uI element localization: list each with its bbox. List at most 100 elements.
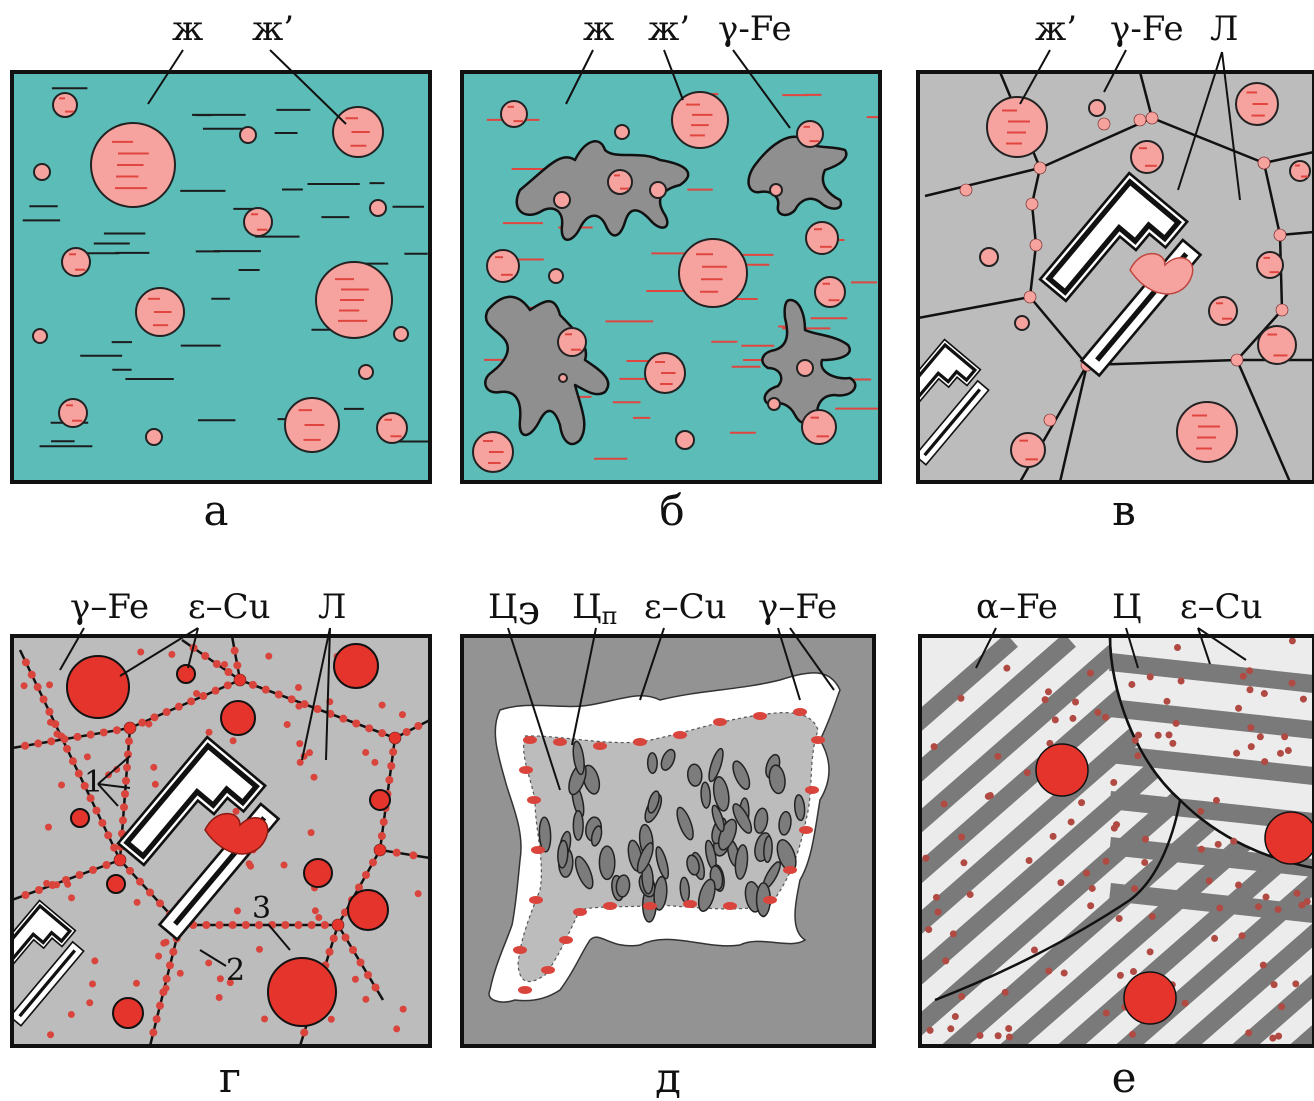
panel-g-boundary-cu-particle	[230, 646, 239, 655]
panel-d-frame	[460, 634, 876, 1048]
panel-e-cu-particle	[1146, 948, 1154, 956]
panel-g-boundary-cu-particle	[174, 702, 183, 711]
panel-e-leader-copper-1	[1197, 627, 1211, 665]
panel-g-cu-particle	[303, 858, 333, 888]
panel-d-cu-particle	[513, 946, 527, 954]
panel-d-austenite-inclusion	[793, 794, 806, 822]
panel-b-liquid2-droplet	[675, 430, 695, 450]
panel-e-cu-particle	[1102, 713, 1110, 721]
panel-d-austenite-inclusion	[711, 804, 725, 833]
panel-e-cu-particle	[1110, 824, 1118, 832]
panel-g-boundary-cu-particle	[89, 866, 97, 874]
panel-g-cu-particle	[70, 808, 90, 828]
panel-d-label-cem-e: Цэ	[488, 587, 540, 634]
panel-g-boundary-cu-particle	[201, 652, 210, 660]
panel-v-boundary-droplet	[1257, 156, 1271, 170]
panel-g-number-2: 2	[226, 953, 245, 988]
panel-e-label-copper: ε–Cu	[1180, 587, 1263, 627]
panel-d-cu-particle	[713, 718, 727, 726]
panel-g-intragranular-cu	[150, 763, 158, 771]
panel-g-boundary-cu-particle	[371, 983, 380, 992]
panel-g-boundary-cu-particle	[125, 737, 133, 746]
panel-g-intragranular-cu	[91, 957, 99, 965]
panel-e-cu-particle	[1293, 889, 1301, 897]
panel-e-cementite-plate	[1172, 922, 1314, 1046]
panel-d-austenite-inclusion	[598, 845, 616, 881]
panel-g-boundary-cu-particle	[274, 690, 283, 699]
panel-v-liquid2-droplet	[1088, 99, 1106, 117]
panel-g-boundary-cu-particle	[379, 818, 388, 826]
panel-g-boundary-cu-particle	[73, 732, 82, 741]
panel-g-boundary-cu-particle	[199, 692, 208, 700]
panel-e-cu-particle	[1259, 961, 1267, 969]
panel-e-cementite-plate	[998, 769, 1314, 1046]
panel-d-austenite-inclusion	[538, 816, 552, 853]
panel-v-liquid2-droplet	[1208, 296, 1238, 326]
panel-b-liquid2-droplet	[553, 191, 571, 209]
panel-v-austenite-background	[916, 70, 1314, 484]
panel-g-boundary-cu-particle	[255, 921, 263, 929]
panel-d-cu-particle	[683, 900, 697, 908]
panel-e-cu-particle	[1128, 1030, 1136, 1038]
panel-e-leader-cementite	[1125, 627, 1139, 669]
panel-g-intragranular-cu	[53, 730, 61, 738]
panel-e-cu-particle	[1256, 733, 1264, 741]
panel-e-cu-particle	[1067, 818, 1075, 826]
panel-g-boundary-cu-particle	[27, 670, 36, 679]
panel-g-boundary-cu-particle	[202, 921, 211, 929]
panel-g-intragranular-cu	[137, 648, 145, 656]
panel-g-boundary-cu-particle	[156, 1001, 164, 1010]
panel-v-boundary-droplet	[1029, 238, 1043, 252]
panel-d-austenite-inclusion	[686, 854, 700, 876]
panel-g-boundary-cu-particle	[187, 697, 196, 706]
panel-g-intragranular-cu	[398, 711, 406, 719]
panel-e-cu-particle	[1246, 667, 1254, 675]
panel-e-cu-particle	[1172, 719, 1180, 727]
panel-e-cu-particle	[1163, 697, 1171, 705]
panel-e-cu-particle	[1245, 1029, 1253, 1037]
panel-g-cu-particle	[369, 789, 391, 811]
panel-g-grain-boundary	[394, 718, 430, 740]
panel-g-boundary-cu-particle	[21, 658, 30, 667]
panel-e-cu-particle	[1216, 904, 1224, 912]
panel-d-label-austenite: γ–Fe	[758, 587, 837, 627]
panel-e-cu-particle	[922, 854, 930, 862]
panel-v-grain-boundary	[1138, 72, 1154, 119]
panel-v-caption: в	[1112, 486, 1136, 535]
panel-g-cu-particle	[267, 957, 337, 1027]
panel-g-cu-particle	[66, 655, 130, 719]
panel-d-austenite-inclusion	[768, 764, 786, 795]
panel-g-intragranular-cu	[162, 984, 170, 992]
panel-g-intragranular-cu	[64, 880, 72, 888]
panel-a-liquid2-droplet	[61, 247, 91, 277]
panel-g-leader-3	[267, 923, 291, 951]
panel-g-intragranular-cu	[215, 994, 223, 1002]
panel-b-liquid2-droplet	[805, 221, 839, 255]
panel-g-boundary-cu-particle	[92, 806, 101, 815]
panel-g-grain-boundary	[129, 678, 241, 730]
panel-g-boundary-cu-particle	[362, 871, 370, 879]
panel-g-boundary-cu-particle	[389, 748, 398, 756]
panel-g-intragranular-cu	[221, 660, 229, 668]
panel-e-cementite-plate	[920, 636, 1076, 784]
panel-g-ledeburite-bar-core	[18, 949, 77, 1018]
panel-g-junction-cu	[331, 918, 345, 932]
panel-g-intragranular-cu	[176, 969, 184, 977]
panel-d-austenite-inclusion	[574, 855, 594, 890]
panel-v-label-ledeburite: Л	[1210, 9, 1238, 49]
panel-e-grain-boundary	[934, 799, 1182, 1002]
panel-d-austenite-inclusion	[732, 760, 751, 790]
panel-b-liquid2-droplet	[767, 397, 781, 411]
panel-v-boundary-droplet	[1275, 303, 1289, 317]
panel-e-cementite-plate	[1109, 699, 1314, 739]
panel-e-large-cu-particle	[1264, 811, 1314, 865]
panel-g-boundary-cu-particle	[162, 708, 171, 716]
panel-g-intragranular-cu	[399, 1005, 407, 1013]
panel-g-grain-boundary	[12, 726, 131, 750]
panel-g-intragranular-cu	[113, 765, 121, 773]
panel-e-cu-particle	[1087, 902, 1095, 910]
panel-g-intragranular-cu	[58, 781, 66, 789]
panel-v-frame	[916, 70, 1314, 484]
panel-g-leader-copper-1	[119, 627, 199, 677]
panel-d-austenite-inclusion	[753, 807, 769, 834]
